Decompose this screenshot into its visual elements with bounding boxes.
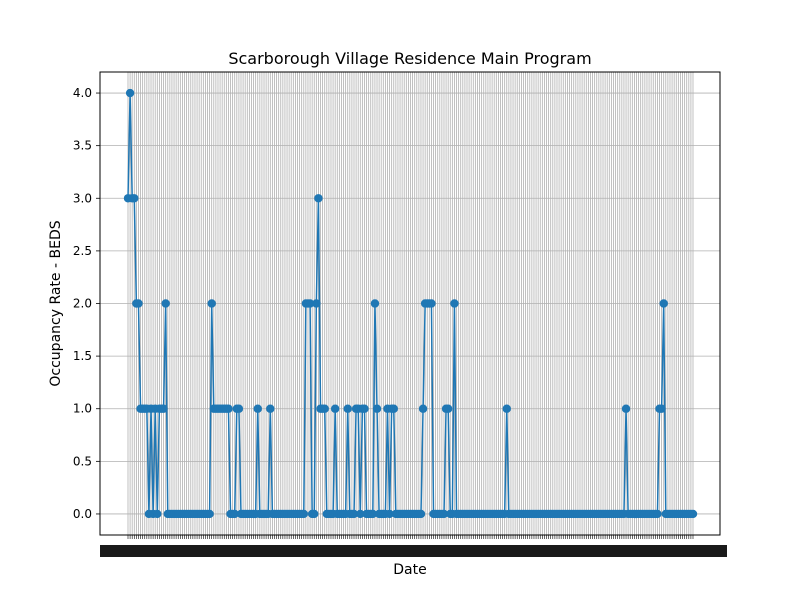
y-tick-label: 4.0 xyxy=(73,86,92,100)
data-point xyxy=(356,509,365,519)
data-point xyxy=(427,299,436,308)
y-tick-label: 1.0 xyxy=(73,402,92,416)
data-point xyxy=(224,404,233,413)
data-point xyxy=(299,509,308,519)
data-point xyxy=(130,194,139,203)
data-point xyxy=(370,299,380,308)
y-tick-label: 3.5 xyxy=(73,139,92,153)
data-point xyxy=(305,299,315,308)
data-point xyxy=(330,404,340,413)
y-tick-label: 0.0 xyxy=(73,507,92,521)
data-point xyxy=(253,404,262,413)
x-tick-labels-overlap xyxy=(100,545,727,557)
data-point xyxy=(439,509,449,519)
data-point xyxy=(161,299,170,308)
data-point xyxy=(653,509,662,519)
series-occupancy xyxy=(123,88,698,519)
data-point xyxy=(389,404,398,413)
data-point xyxy=(368,509,378,519)
data-point xyxy=(159,404,168,413)
data-point xyxy=(450,299,459,308)
data-point xyxy=(266,404,275,413)
data-point xyxy=(125,88,135,98)
axes: 0.0 0.5 1.0 1.5 2.0 2.5 3.0 3.5 4.0 xyxy=(73,86,727,557)
chart-title: Scarborough Village Residence Main Progr… xyxy=(228,49,591,68)
data-point xyxy=(502,404,511,413)
data-point xyxy=(349,509,359,519)
y-tick-label: 2.5 xyxy=(73,244,92,258)
y-axis-label: Occupancy Rate - BEDS xyxy=(48,220,64,386)
x-axis-label: Date xyxy=(393,562,426,578)
data-point xyxy=(360,404,369,413)
data-point xyxy=(385,509,394,519)
data-point xyxy=(134,299,143,308)
y-tick-label: 3.0 xyxy=(73,191,92,205)
data-point xyxy=(657,404,666,413)
data-point xyxy=(314,194,323,203)
y-tick-label: 2.0 xyxy=(73,297,92,311)
data-point xyxy=(234,404,244,413)
data-point xyxy=(230,509,239,519)
y-tick-label: 1.5 xyxy=(73,349,92,363)
data-point xyxy=(659,299,668,308)
data-point xyxy=(372,404,382,413)
data-point xyxy=(443,404,453,413)
data-point xyxy=(688,509,698,519)
data-point xyxy=(205,509,214,519)
data-point xyxy=(416,509,426,519)
y-tick-label: 0.5 xyxy=(73,454,92,468)
data-point xyxy=(207,299,216,308)
data-point xyxy=(621,404,631,413)
data-point xyxy=(153,509,162,519)
data-point xyxy=(418,404,428,413)
data-point xyxy=(320,404,329,413)
data-point xyxy=(310,509,319,519)
data-point xyxy=(343,404,352,413)
data-point xyxy=(312,299,321,308)
